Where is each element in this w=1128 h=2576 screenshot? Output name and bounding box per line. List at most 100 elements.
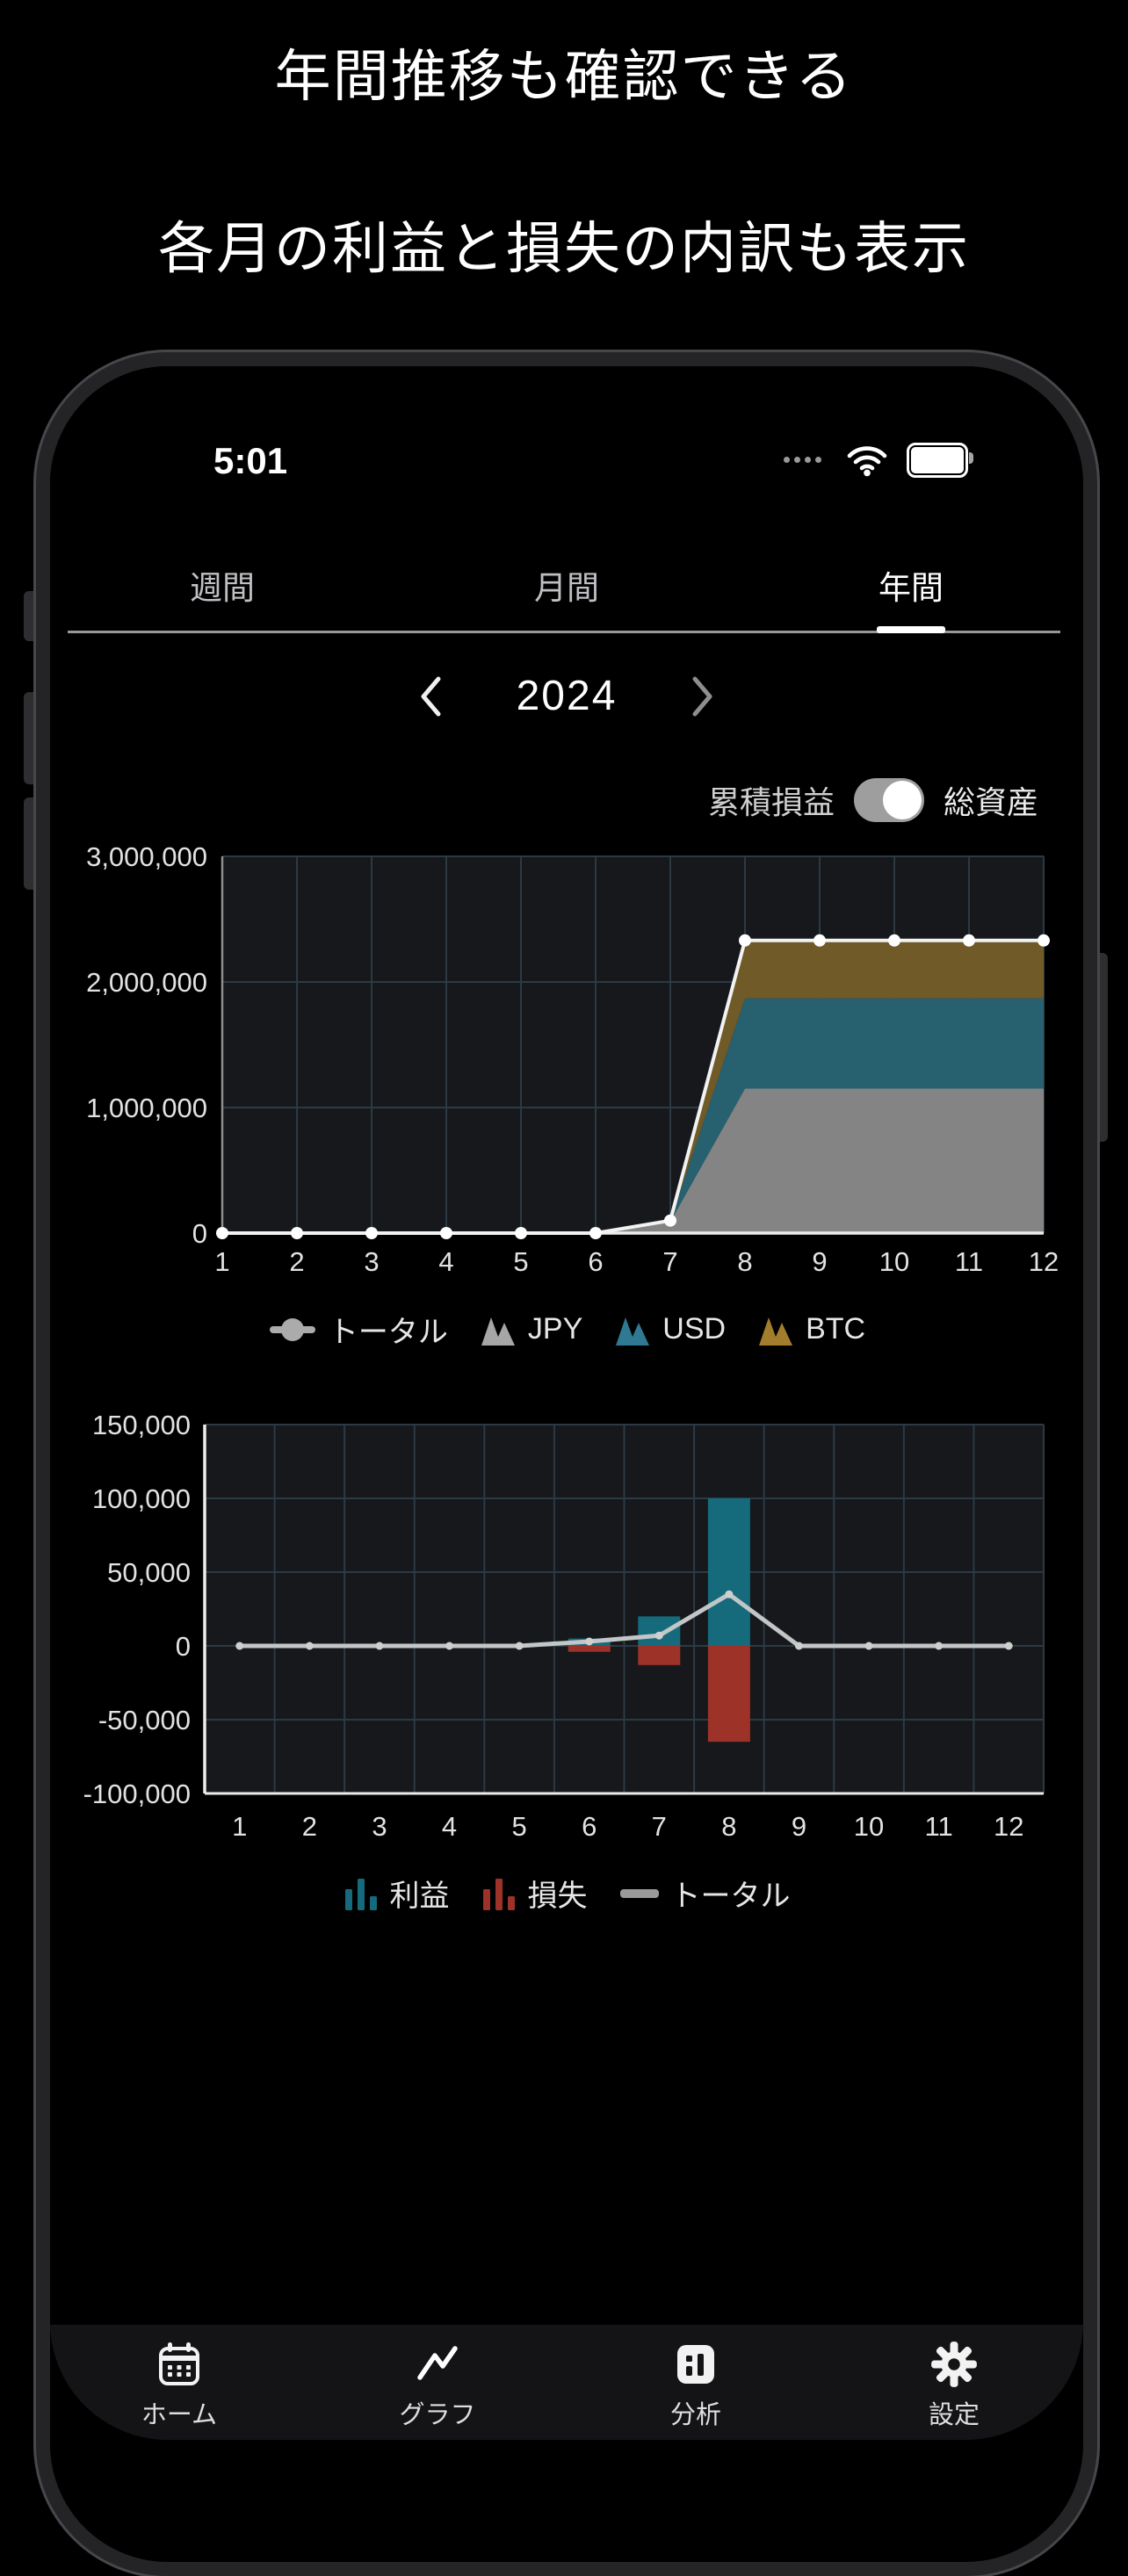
tab-weekly[interactable]: 週間 [190, 570, 255, 606]
tick-label: 9 [792, 1811, 806, 1842]
legend-item-JPY: JPY [480, 1312, 582, 1346]
tick-label: 11 [955, 1246, 983, 1277]
gear-icon [930, 2341, 978, 2388]
data-point [440, 1227, 452, 1239]
tick-label: 1 [214, 1246, 229, 1277]
volume-down-button [24, 797, 40, 890]
tick-label: 0 [176, 1631, 191, 1662]
tick-label: -50,000 [98, 1705, 191, 1735]
tick-label: 12 [994, 1811, 1023, 1842]
tick-label: 11 [925, 1811, 953, 1842]
tick-label: 6 [582, 1811, 597, 1842]
active-tab-indicator [877, 626, 945, 633]
tick-label: 9 [812, 1246, 827, 1277]
caption-line-2: 各月の利益と損失の内訳も表示 [158, 217, 970, 280]
monthly-profit-loss-bar-chart[interactable]: -100,000 -50,000 0 50,000 100,000 150,000 1 2 3 4… [53, 1401, 1083, 1858]
year-label: 2024 [516, 673, 618, 719]
tick-label: -100,000 [83, 1779, 191, 1809]
area-chart-legend: トータル JPY USD BTC [50, 1308, 1083, 1351]
wifi-icon [846, 444, 888, 477]
status-time: 5:01 [213, 440, 288, 481]
tick-label: 8 [737, 1246, 752, 1277]
legend-label: トータル [670, 1880, 791, 1913]
tab-yearly[interactable]: 年間 [879, 570, 944, 606]
calendar-icon [156, 2341, 202, 2388]
tick-label: 3,000,000 [86, 841, 207, 872]
bar-chart-legend: 利益 損失 トータル [50, 1872, 1083, 1915]
battery-icon [907, 443, 973, 478]
cellular-signal-icon [784, 457, 821, 463]
tick-label: 0 [192, 1218, 207, 1249]
year-navigation: 2024 [50, 672, 1083, 720]
data-point [864, 1642, 873, 1650]
tick-label: 3 [364, 1246, 379, 1277]
phone-screen: 5:01 週間 月間 年間 2024 累積損益 総資 [50, 366, 1083, 2440]
tick-label: 4 [442, 1811, 457, 1842]
chart-mode-switch[interactable] [853, 778, 924, 822]
data-point [654, 1631, 663, 1640]
legend-item-トータル: トータル [268, 1308, 448, 1351]
switch-knob [882, 781, 922, 819]
tab-monthly[interactable]: 月間 [534, 570, 599, 606]
nav-label-graph: グラフ [399, 2401, 476, 2429]
tick-label: 10 [854, 1811, 884, 1842]
period-tabbar: 週間 月間 年間 [50, 561, 1083, 609]
next-year-button[interactable] [691, 675, 715, 718]
tick-label: 4 [438, 1246, 453, 1277]
tick-label: 50,000 [107, 1557, 191, 1588]
legend-item-損失: 損失 [481, 1872, 588, 1915]
tick-label: 7 [652, 1811, 667, 1842]
total-line [239, 1591, 1009, 1649]
volume-up-button [24, 692, 40, 784]
nav-label-settings: 設定 [928, 2401, 980, 2429]
legend-label: 損失 [527, 1880, 588, 1913]
bottom-navigation: ホーム グラフ 分析 [50, 2325, 1083, 2440]
nav-label-analysis: 分析 [669, 2401, 721, 2429]
total-line [222, 938, 1044, 1235]
tick-label: 1,000,000 [86, 1093, 207, 1123]
area-jpy [222, 1088, 1044, 1233]
bar-chart-icon [673, 2341, 719, 2388]
data-point [813, 934, 826, 947]
data-point [515, 1227, 527, 1239]
data-point [935, 1642, 944, 1650]
bar-利益 [638, 1616, 681, 1646]
legend-label: USD [662, 1312, 727, 1346]
data-point [1038, 934, 1050, 947]
tick-label: 8 [721, 1811, 736, 1842]
nav-label-home: ホーム [141, 2401, 218, 2429]
data-point [963, 934, 975, 947]
data-point [305, 1642, 314, 1650]
tick-label: 1 [232, 1811, 247, 1842]
tick-label: 10 [879, 1246, 909, 1277]
legend-label: 利益 [389, 1880, 450, 1913]
total-assets-area-chart[interactable]: 0 1,000,000 2,000,000 3,000,000 1 2 3 4 5 6 7 8 9 10 1… [53, 834, 1083, 1282]
data-point [888, 934, 900, 947]
data-point [291, 1227, 303, 1239]
nav-item-home[interactable]: ホーム [50, 2325, 308, 2440]
toggle-left-label: 累積損益 [707, 784, 835, 820]
bar-損失 [707, 1646, 750, 1743]
data-point [235, 1642, 244, 1650]
data-point [515, 1642, 524, 1650]
chart-mode-toggle-row: 累積損益 総資産 [708, 777, 1038, 823]
data-point [375, 1642, 384, 1650]
prev-year-button[interactable] [418, 675, 443, 718]
data-point [725, 1590, 734, 1598]
nav-item-graph[interactable]: グラフ [308, 2325, 567, 2440]
tick-label: 2 [289, 1246, 304, 1277]
legend-item-トータル: トータル [619, 1872, 791, 1915]
bar-損失 [568, 1646, 611, 1652]
nav-item-settings[interactable]: 設定 [825, 2325, 1083, 2440]
tick-label: 12 [1029, 1246, 1059, 1277]
caption-line-1: 年間推移も確認できる [274, 45, 854, 108]
tick-label: 2,000,000 [86, 967, 207, 998]
legend-item-利益: 利益 [343, 1872, 450, 1915]
data-point [445, 1642, 454, 1650]
legend-item-BTC: BTC [757, 1312, 865, 1346]
tick-label: 3 [372, 1811, 387, 1842]
legend-label: JPY [527, 1312, 583, 1346]
nav-item-analysis[interactable]: 分析 [567, 2325, 825, 2440]
toggle-right-label: 総資産 [943, 784, 1038, 820]
area-usd [222, 998, 1044, 1233]
